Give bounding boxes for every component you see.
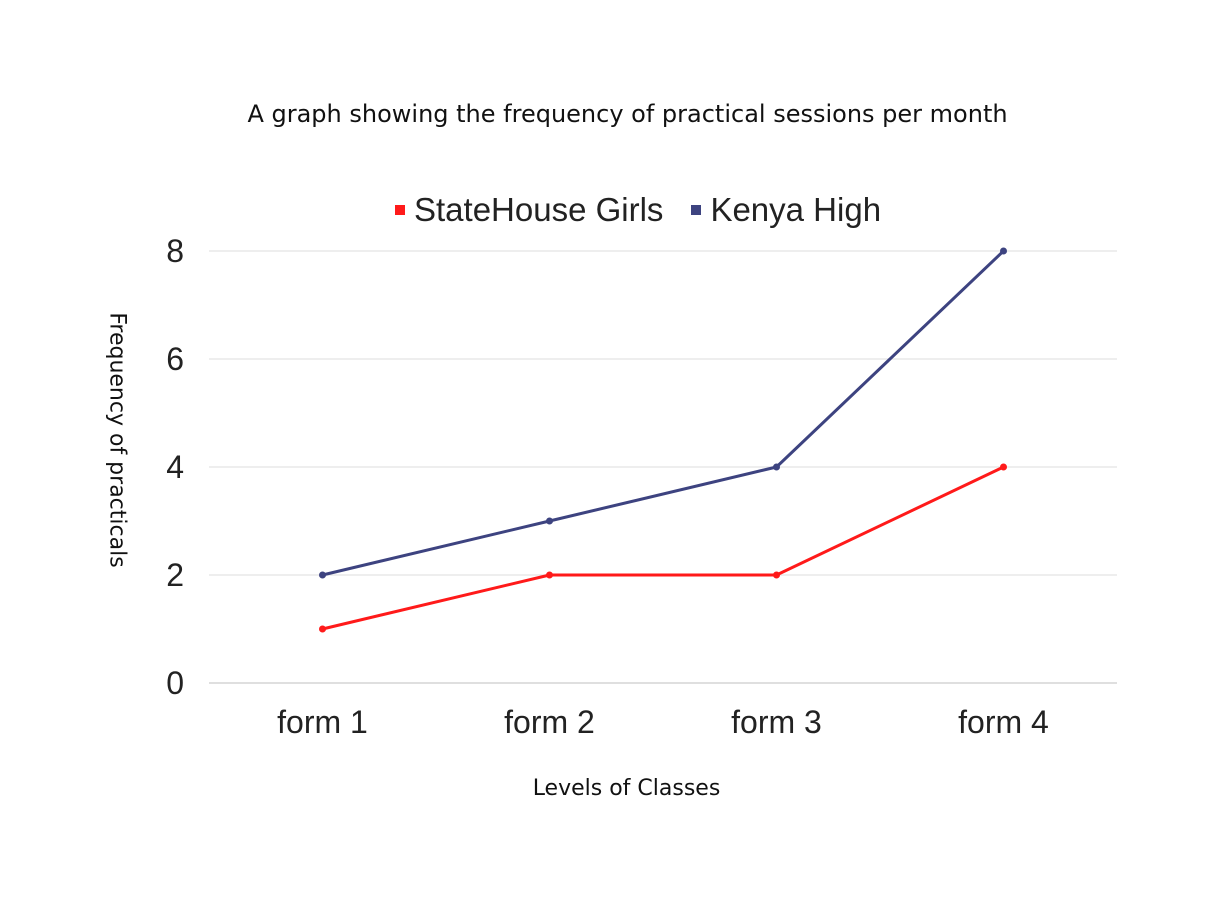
legend-swatch-kenya-high [691,205,702,215]
data-point [546,517,553,525]
x-tick-label: form 4 [958,704,1049,740]
x-tick-label: form 2 [504,704,595,740]
data-point [773,463,780,471]
legend-label-statehouse-girls: StateHouse Girls [414,191,664,228]
y-tick-label: 4 [166,449,184,485]
chart-title: A graph showing the frequency of practic… [247,100,1008,128]
data-point [546,571,553,579]
data-point [1000,247,1007,255]
legend-item-statehouse-girls: StateHouse Girls [395,191,663,229]
y-tick-label: 8 [166,233,184,269]
legend-label-kenya-high: Kenya High [710,191,882,228]
data-point [319,571,326,579]
legend-swatch-statehouse-girls [395,205,405,215]
data-point [1000,463,1007,471]
data-point [773,571,780,579]
x-axis-label: Levels of Classes [532,776,721,801]
legend-item-kenya-high: Kenya High [691,191,881,229]
legend: StateHouse Girls Kenya High [395,191,909,229]
y-tick-label: 6 [166,341,184,377]
x-tick-label: form 1 [277,704,368,740]
x-tick-label: form 3 [731,704,822,740]
series-line-0 [321,465,1005,631]
series-line-1 [321,249,1005,577]
data-point [319,625,326,633]
y-tick-label: 2 [166,557,184,593]
y-tick-label: 0 [166,665,184,701]
